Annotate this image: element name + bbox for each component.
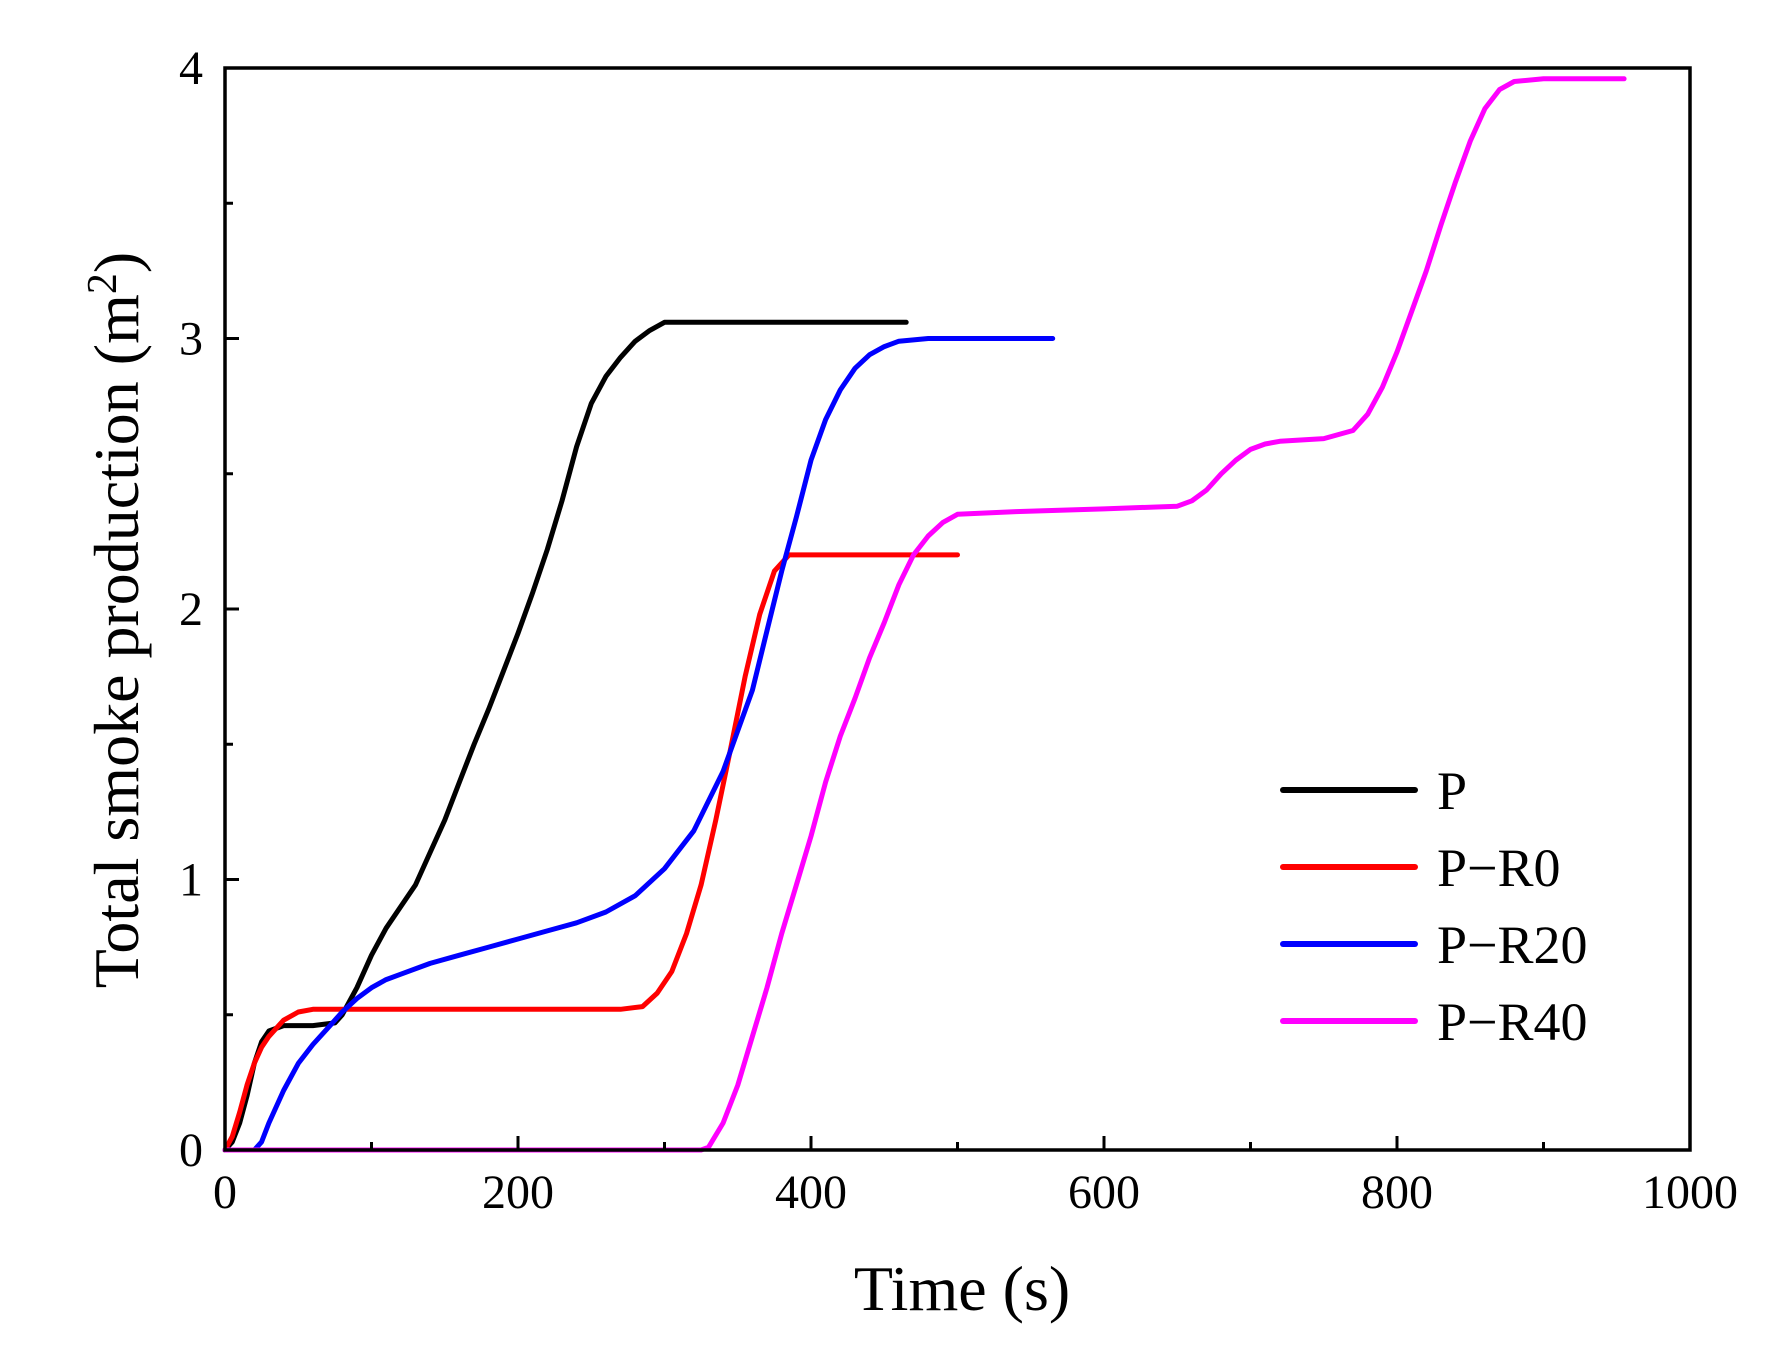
x-tick-label: 800 <box>1361 1166 1433 1219</box>
y-tick-label: 1 <box>179 854 203 907</box>
y-axis-title-superscript: 2 <box>80 273 126 294</box>
x-ticks: 0 200 400 600 800 1000 <box>213 1136 1738 1219</box>
y-tick-label: 2 <box>179 583 203 636</box>
x-tick-label: 600 <box>1068 1166 1140 1219</box>
x-tick-label: 1000 <box>1642 1166 1738 1219</box>
x-tick-label: 400 <box>775 1166 847 1219</box>
series-line-3 <box>222 76 1627 1153</box>
series-line-1 <box>222 552 960 1153</box>
legend-label: P <box>1437 761 1467 821</box>
legend-label: P−R40 <box>1437 992 1588 1052</box>
x-axis-title: Time (s) <box>854 1253 1070 1324</box>
series-group <box>222 76 1627 1153</box>
y-axis-title-main: Total smoke production (m <box>81 294 152 988</box>
x-tick-label: 200 <box>482 1166 554 1219</box>
legend: P P−R0 P−R20 P−R40 <box>1280 761 1588 1052</box>
y-axis-title-close: ) <box>81 252 152 273</box>
plot-frame <box>223 66 1692 1152</box>
y-ticks: 0 1 2 3 4 <box>179 42 239 1177</box>
series-line-0 <box>222 319 909 1153</box>
x-tick-label: 0 <box>213 1166 237 1219</box>
legend-label: P−R0 <box>1437 838 1561 898</box>
y-tick-label: 4 <box>179 42 203 95</box>
series-line-2 <box>222 336 1056 1153</box>
y-tick-label: 0 <box>179 1124 203 1177</box>
legend-label: P−R20 <box>1437 915 1588 975</box>
y-axis-title: Total smoke production (m2) <box>80 252 152 988</box>
y-tick-label: 3 <box>179 313 203 366</box>
